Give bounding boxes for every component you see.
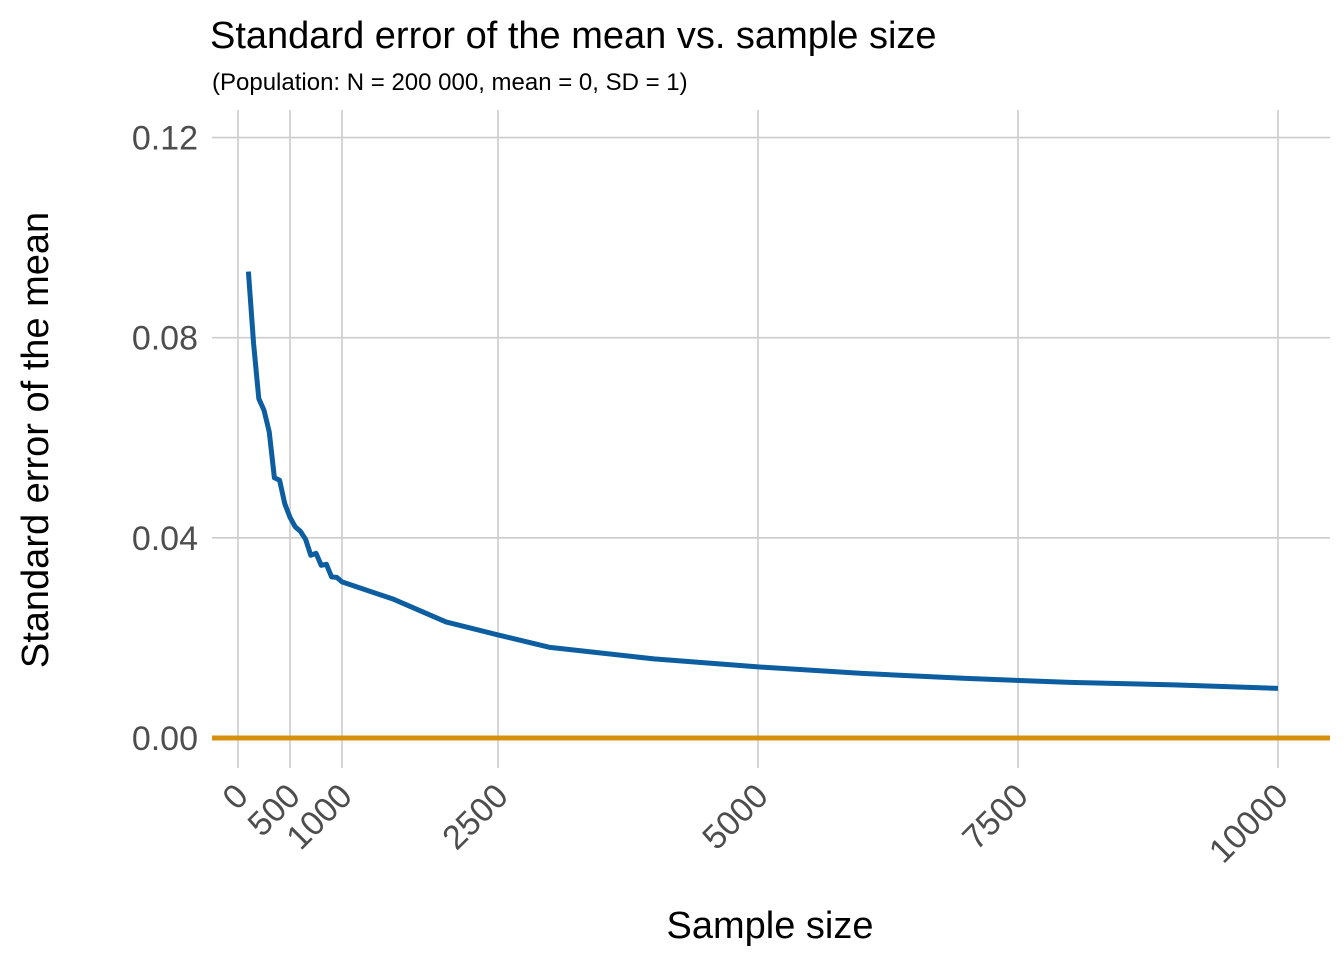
x-tick-label: 10000 xyxy=(1202,777,1296,871)
y-axis-label: Standard error of the mean xyxy=(15,212,57,668)
y-tick-label: 0.08 xyxy=(132,320,198,358)
grid-lines xyxy=(212,110,1330,768)
y-axis-ticks: 0.00 0.04 0.08 0.12 xyxy=(132,120,198,758)
x-tick-label: 5000 xyxy=(695,777,775,857)
chart-title: Standard error of the mean vs. sample si… xyxy=(210,15,937,57)
y-tick-label: 0.00 xyxy=(132,720,198,758)
x-tick-label: 7500 xyxy=(955,777,1035,857)
data-layer xyxy=(212,271,1330,741)
x-axis-label: Sample size xyxy=(667,905,874,947)
x-tick-label: 2500 xyxy=(435,777,515,857)
y-tick-label: 0.04 xyxy=(132,520,198,558)
series-line xyxy=(245,271,1279,691)
chart-subtitle: (Population: N = 200 000, mean = 0, SD =… xyxy=(212,69,688,96)
y-tick-label: 0.12 xyxy=(132,120,198,158)
